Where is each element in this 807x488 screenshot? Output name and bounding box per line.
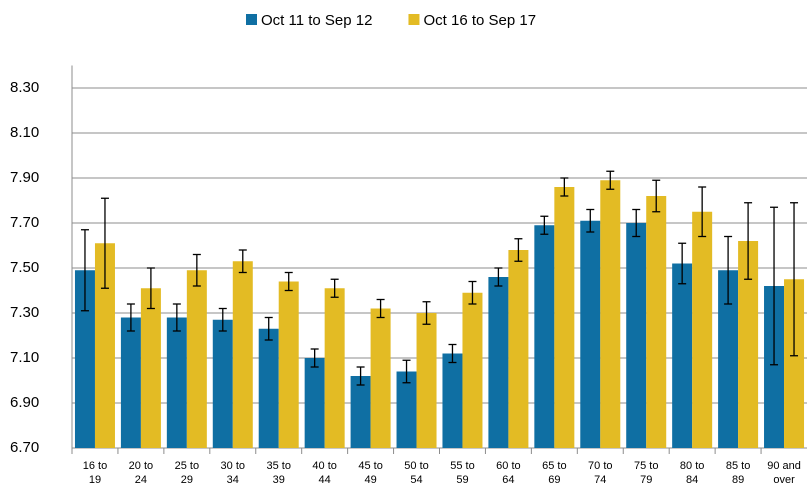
bar	[488, 277, 509, 448]
bar	[278, 281, 299, 448]
bar	[304, 358, 325, 448]
bar	[554, 187, 575, 448]
bar	[738, 241, 759, 448]
bar	[94, 243, 115, 448]
x-tick-label: 80 to 84	[680, 460, 704, 486]
y-tick-label: 7.10	[10, 349, 39, 366]
bar	[534, 225, 555, 448]
x-tick-label: 16 to 19	[83, 460, 107, 486]
x-tick-label: 60 to 64	[496, 460, 520, 486]
legend-label: Oct 11 to Sep 12	[261, 12, 372, 29]
x-tick-label: 35 to 39	[266, 460, 290, 486]
x-tick-label: 50 to 54	[404, 460, 428, 486]
x-tick-label: 90 and over	[767, 460, 801, 486]
x-tick-label: 40 to 44	[312, 460, 336, 486]
x-tick-label: 65 to 69	[542, 460, 566, 486]
bar	[764, 286, 785, 448]
bar	[166, 317, 187, 448]
bar	[442, 353, 463, 448]
y-tick-label: 7.30	[10, 304, 39, 321]
bar	[784, 279, 805, 448]
bar	[462, 292, 483, 448]
bar	[186, 270, 207, 448]
bar	[580, 220, 601, 448]
bar	[258, 328, 279, 448]
legend-label: Oct 16 to Sep 17	[423, 12, 536, 29]
x-tick-label: 45 to 49	[358, 460, 382, 486]
bar	[718, 270, 739, 448]
legend-swatch	[246, 14, 257, 25]
bar	[600, 180, 621, 448]
y-tick-label: 6.70	[10, 439, 39, 456]
bar	[120, 317, 141, 448]
bar	[324, 288, 345, 448]
bar	[692, 211, 713, 448]
bar	[508, 250, 529, 448]
x-tick-label: 20 to 24	[129, 460, 153, 486]
y-tick-label: 7.70	[10, 214, 39, 231]
bar	[232, 261, 253, 448]
bar	[212, 319, 233, 448]
y-tick-label: 7.90	[10, 169, 39, 186]
bar	[396, 371, 417, 448]
legend-swatch	[408, 14, 420, 25]
y-tick-label: 8.30	[10, 79, 39, 96]
bar	[646, 196, 667, 448]
bar	[140, 288, 161, 448]
bar	[416, 313, 437, 448]
x-tick-label: 30 to 34	[221, 460, 245, 486]
x-tick-label: 55 to 59	[450, 460, 474, 486]
x-tick-label: 70 to 74	[588, 460, 612, 486]
y-tick-label: 8.10	[10, 124, 39, 141]
bar	[626, 223, 647, 448]
bar	[74, 270, 95, 448]
bar	[350, 376, 371, 448]
y-tick-label: 7.50	[10, 259, 39, 276]
bar	[672, 263, 693, 448]
x-tick-label: 75 to 79	[634, 460, 658, 486]
y-tick-label: 6.90	[10, 394, 39, 411]
x-tick-label: 85 to 89	[726, 460, 750, 486]
bar	[370, 308, 391, 448]
x-tick-label: 25 to 29	[175, 460, 199, 486]
